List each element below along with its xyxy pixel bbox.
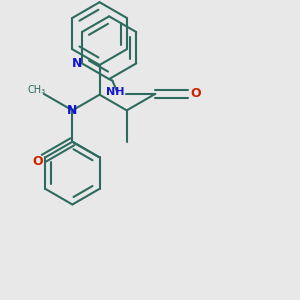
Text: NH: NH [106,87,125,97]
Text: N: N [67,104,78,117]
Text: O: O [32,155,43,168]
Text: O: O [190,87,201,101]
Text: CH₃: CH₃ [28,85,46,95]
Text: N: N [72,57,82,70]
